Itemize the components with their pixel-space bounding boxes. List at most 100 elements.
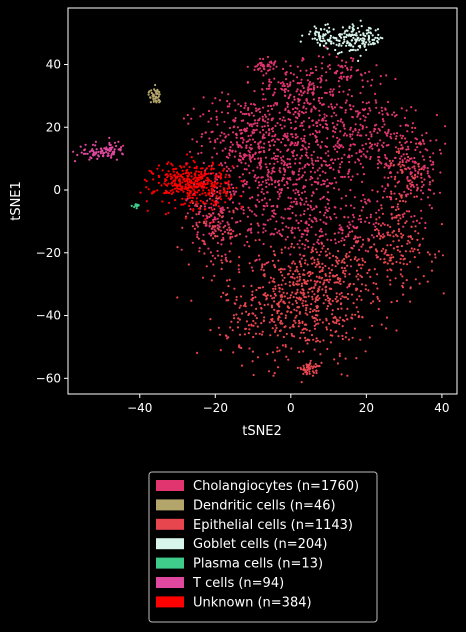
- data-point: [335, 103, 338, 106]
- data-point: [242, 190, 245, 193]
- data-point: [164, 189, 167, 192]
- data-point: [260, 70, 263, 73]
- data-point: [158, 99, 161, 102]
- data-point: [380, 249, 383, 253]
- data-point: [79, 145, 82, 148]
- data-point: [297, 325, 300, 328]
- data-point: [283, 125, 286, 128]
- data-point: [350, 293, 354, 296]
- data-point: [228, 250, 231, 253]
- data-point: [279, 295, 283, 298]
- data-point: [376, 255, 379, 259]
- data-point: [283, 119, 286, 122]
- data-point: [377, 232, 380, 235]
- data-point: [314, 107, 317, 110]
- data-point: [404, 200, 407, 203]
- data-point: [212, 212, 215, 215]
- data-point: [359, 218, 362, 221]
- data-point: [349, 133, 352, 136]
- data-point: [427, 174, 430, 178]
- data-point: [347, 175, 350, 179]
- data-point: [240, 132, 243, 135]
- data-point: [160, 184, 163, 187]
- data-point: [281, 222, 284, 225]
- data-point: [317, 159, 320, 162]
- data-point: [242, 285, 245, 288]
- data-point: [288, 281, 291, 284]
- data-point: [340, 59, 344, 62]
- data-point: [152, 172, 155, 175]
- data-point: [296, 142, 299, 145]
- data-point: [262, 242, 265, 246]
- data-point: [322, 37, 325, 40]
- data-point: [317, 238, 320, 241]
- data-point: [396, 203, 400, 206]
- data-point: [326, 178, 329, 181]
- data-point: [339, 228, 342, 231]
- data-point: [219, 349, 222, 352]
- data-point: [300, 176, 303, 179]
- data-point: [113, 141, 117, 144]
- data-point: [314, 140, 318, 143]
- data-point: [333, 232, 336, 235]
- data-point: [248, 312, 251, 315]
- data-point: [346, 225, 349, 228]
- data-point: [303, 369, 306, 372]
- data-point: [163, 182, 166, 185]
- data-point: [426, 280, 429, 283]
- data-point: [401, 134, 404, 138]
- data-point: [326, 305, 329, 308]
- data-point: [145, 180, 148, 183]
- data-point: [402, 199, 405, 203]
- data-point: [364, 350, 367, 353]
- data-point: [191, 216, 194, 219]
- data-point: [442, 292, 445, 295]
- data-point: [173, 187, 177, 190]
- scatter-points: [72, 19, 447, 384]
- data-point: [332, 88, 335, 91]
- data-point: [252, 297, 255, 300]
- data-point: [82, 152, 86, 155]
- data-point: [394, 185, 397, 188]
- data-point: [308, 274, 311, 278]
- data-point: [375, 228, 378, 231]
- data-point: [327, 296, 330, 300]
- data-point: [428, 181, 432, 184]
- data-point: [305, 238, 308, 241]
- data-point: [344, 235, 348, 238]
- data-point: [420, 217, 423, 220]
- data-point: [289, 217, 292, 220]
- data-point: [210, 260, 213, 263]
- data-point: [339, 163, 342, 166]
- data-point: [209, 318, 212, 321]
- data-point: [188, 194, 191, 197]
- data-point: [306, 369, 309, 372]
- data-point: [341, 337, 344, 341]
- data-point: [278, 349, 281, 352]
- data-point: [344, 109, 347, 112]
- data-point: [409, 141, 413, 144]
- data-point: [400, 137, 403, 140]
- data-point: [328, 252, 331, 255]
- data-point: [282, 217, 285, 220]
- data-point: [319, 123, 322, 126]
- data-point: [367, 289, 370, 292]
- data-point: [264, 292, 267, 295]
- data-point: [300, 368, 303, 371]
- data-point: [226, 187, 229, 190]
- data-point: [257, 157, 260, 160]
- data-point: [291, 142, 294, 145]
- data-point: [296, 88, 299, 91]
- data-point: [413, 165, 416, 168]
- data-point: [294, 136, 297, 139]
- data-point: [226, 112, 230, 115]
- data-point: [412, 185, 416, 188]
- data-point: [280, 283, 283, 286]
- data-point: [349, 178, 353, 181]
- data-point: [268, 113, 271, 116]
- data-point: [261, 98, 265, 101]
- data-point: [315, 38, 319, 41]
- data-point: [274, 329, 277, 332]
- data-point: [256, 166, 259, 169]
- data-point: [276, 334, 279, 337]
